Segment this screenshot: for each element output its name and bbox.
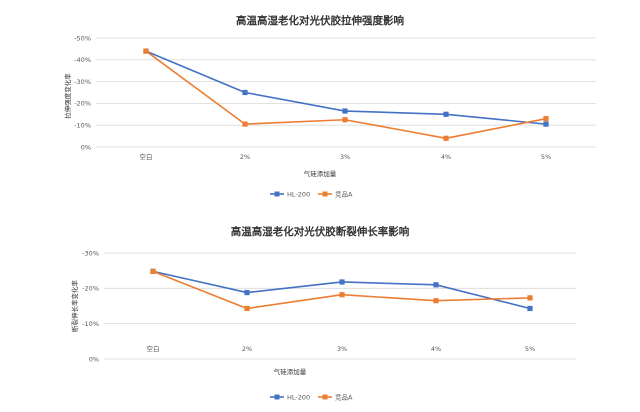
series-lines (143, 48, 549, 141)
chart-title: 高温高湿老化对光伏胶断裂伸长率影响 (231, 225, 410, 238)
x-tick-label: 3% (337, 345, 347, 353)
data-point (244, 289, 250, 296)
legend-item: 竞品A (318, 392, 353, 401)
y-tick-label: -50% (74, 34, 91, 42)
x-axis-title: 气硅添加量 (304, 169, 337, 178)
gridlines (96, 37, 596, 148)
data-point (543, 121, 549, 127)
y-tick-label: -30% (74, 78, 91, 86)
y-tick-label: -10% (82, 320, 99, 328)
series-competitor-a (150, 268, 533, 312)
x-tick-label: 2% (240, 153, 250, 161)
series-line (152, 270, 531, 310)
data-point (342, 117, 348, 123)
legend-label: HL-200 (287, 190, 310, 198)
x-tick-label: 2% (242, 345, 252, 353)
gridlines (104, 252, 576, 360)
series-hl-200 (143, 48, 549, 127)
x-tick-label: 5% (525, 345, 535, 353)
legend-marker-icon (274, 394, 280, 400)
data-point (150, 268, 156, 274)
data-point (242, 89, 248, 96)
y-axis-title: 断裂伸长率变化率 (70, 280, 79, 333)
x-tick-labels: 空白 2% 3% 4% 5% (147, 344, 536, 353)
data-point (527, 295, 533, 301)
series-hl-200 (150, 268, 533, 312)
x-tick-label: 5% (541, 153, 551, 161)
series-lines (150, 268, 533, 312)
x-axis-title: 气硅添加量 (274, 367, 307, 376)
x-tick-label: 3% (340, 153, 350, 161)
y-tick-label: -20% (74, 100, 91, 108)
y-axis-title: 拉伸强度变化率 (63, 73, 72, 119)
data-point (443, 111, 449, 117)
elongation-chart: 高温高湿老化对光伏胶断裂伸长率影响 0% -10% -20% -30% 空白 2% 3% 4… (0, 206, 640, 412)
x-tick-label: 空白 (140, 152, 153, 161)
legend-label: 竞品A (335, 189, 353, 198)
x-tick-label: 4% (431, 345, 441, 353)
legend: HL-200 竞品A (270, 189, 353, 198)
series-line (152, 270, 531, 310)
legend-label: HL-200 (287, 393, 310, 401)
legend-marker-icon (274, 191, 280, 197)
data-point (443, 135, 449, 141)
data-point (543, 116, 549, 122)
legend-item: HL-200 (270, 190, 310, 198)
data-point (339, 279, 345, 285)
tensile-strength-chart: 高温高湿老化对光伏胶拉伸强度影响 0% -10% -20% -30% -40% -50% … (63, 14, 596, 198)
x-tick-labels: 空白 2% 3% 4% 5% (140, 152, 552, 161)
y-tick-label: 0% (81, 143, 91, 151)
y-tick-labels: 0% -10% -20% -30% (82, 249, 99, 363)
chart-title: 高温高湿老化对光伏胶拉伸强度影响 (236, 14, 404, 27)
tensile-strength-chart-svg: 高温高湿老化对光伏胶拉伸强度影响 0%-10%-20%-30%-40%-50% … (63, 14, 596, 198)
data-point (342, 108, 348, 114)
y-tick-label: -20% (82, 285, 99, 293)
legend-label: 竞品A (335, 392, 353, 401)
legend-marker-icon (322, 191, 328, 197)
y-tick-label: -30% (82, 249, 99, 257)
y-tick-label: -10% (74, 122, 91, 130)
legend-item: 竞品A (318, 189, 353, 198)
series-competitor-a (143, 48, 549, 141)
y-tick-label: 0% (89, 355, 99, 363)
elongation-chart-svg: 高温高湿老化对光伏胶断裂伸长率影响 0% -10% -20% -30% 空白 2% 3% 4… (70, 225, 576, 401)
data-point (433, 282, 439, 288)
legend-marker-icon (322, 394, 328, 400)
data-point (143, 48, 149, 54)
legend: HL-200 竞品A (270, 392, 353, 401)
y-tick-labels: 0% -10% -20% -30% -40% -50% (74, 34, 91, 151)
y-tick-label: -40% (74, 56, 91, 64)
legend-item: HL-200 (270, 393, 310, 401)
data-point (433, 298, 439, 304)
x-tick-label: 4% (441, 153, 451, 161)
data-point (244, 305, 250, 312)
x-tick-label: 空白 (147, 344, 160, 353)
data-point (527, 305, 533, 312)
data-point (242, 121, 248, 127)
data-point (339, 292, 345, 298)
